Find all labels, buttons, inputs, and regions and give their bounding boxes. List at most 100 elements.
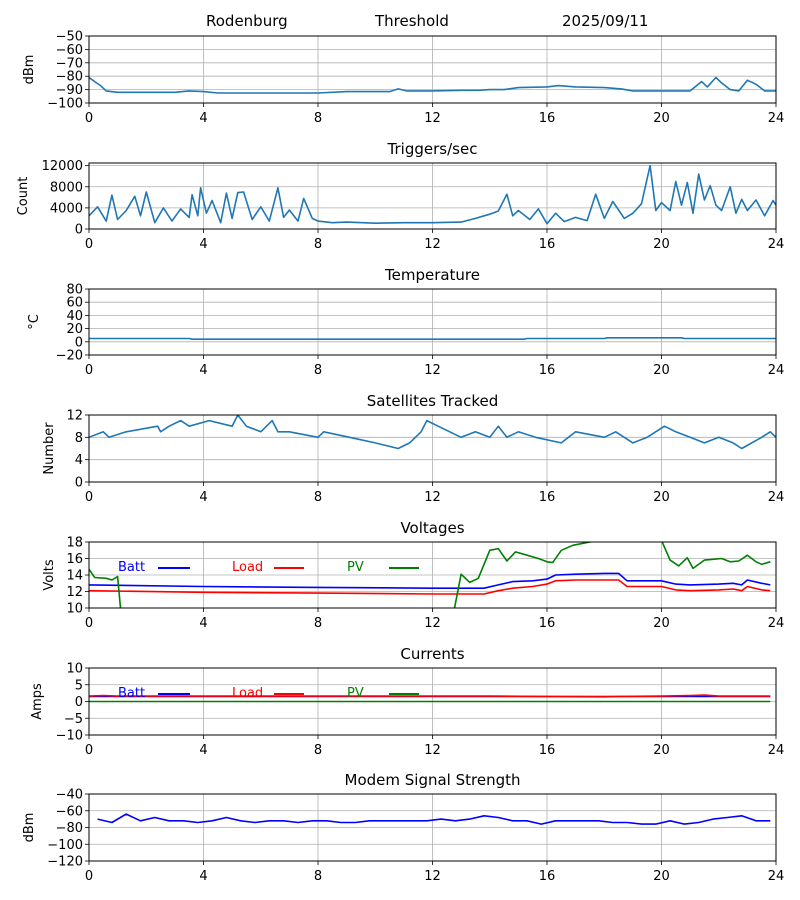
x-tick-label: 20 xyxy=(653,616,670,631)
x-tick-label: 20 xyxy=(653,111,670,126)
y-tick-label: 60 xyxy=(66,296,83,311)
mode-label: Threshold xyxy=(375,12,449,30)
y-tick-label: 40 xyxy=(66,309,83,324)
chart-title: Modem Signal Strength xyxy=(345,771,521,789)
x-tick-label: 24 xyxy=(768,363,785,378)
y-tick-label: −80 xyxy=(56,70,83,85)
x-tick-label: 4 xyxy=(199,111,207,126)
y-tick-label: −5 xyxy=(64,712,83,727)
x-tick-label: 24 xyxy=(768,869,785,884)
y-axis-label: Volts xyxy=(42,559,57,591)
series-line-pv xyxy=(89,542,771,608)
panel-currents: 0 4 8 12 16 20 24 −10 −5 0 510 Currents Amps Batt Load… xyxy=(30,645,784,758)
x-tick-label: 24 xyxy=(768,237,785,252)
y-tick-label: 4 xyxy=(75,453,83,468)
x-tick-label: 0 xyxy=(85,743,93,758)
legend-label: Batt xyxy=(118,686,145,701)
y-tick-label: −10 xyxy=(56,729,83,744)
x-tick-label: 12 xyxy=(424,111,441,126)
chart-title: Voltages xyxy=(400,519,464,537)
x-tick-label: 4 xyxy=(199,363,207,378)
x-tick-label: 8 xyxy=(314,237,322,252)
y-tick-label: 0 xyxy=(75,223,83,238)
y-axis-label: °C xyxy=(27,314,42,330)
series-line-temperature xyxy=(89,336,776,341)
y-tick-label: −100 xyxy=(47,97,83,112)
x-tick-label: 16 xyxy=(539,111,556,126)
y-tick-label: 10 xyxy=(66,662,83,677)
series-line-load xyxy=(89,694,771,698)
y-axis-label: Amps xyxy=(30,683,45,720)
y-tick-label: −40 xyxy=(56,788,83,803)
panel-modem: 0 4 8 12 16 20 24 −120 −100 −80 −60−40 Modem Signal… xyxy=(22,771,784,884)
y-tick-label: 8000 xyxy=(50,180,83,195)
y-axis-label: Number xyxy=(42,422,57,475)
y-tick-label: −120 xyxy=(47,855,83,870)
y-tick-label: 4000 xyxy=(50,201,83,216)
chart-title: Currents xyxy=(400,645,464,663)
station-name: Rodenburg xyxy=(206,12,288,30)
x-tick-label: 12 xyxy=(424,616,441,631)
y-axis-label: dBm xyxy=(22,55,37,85)
y-tick-label: 8 xyxy=(75,431,83,446)
x-tick-label: 24 xyxy=(768,616,785,631)
x-tick-label: 0 xyxy=(85,616,93,631)
x-tick-label: 4 xyxy=(199,743,207,758)
x-tick-label: 8 xyxy=(314,743,322,758)
y-tick-label: 12000 xyxy=(42,159,83,174)
y-tick-label: 5 xyxy=(75,678,83,693)
y-tick-label: −80 xyxy=(56,821,83,836)
x-tick-label: 16 xyxy=(539,616,556,631)
x-tick-label: 4 xyxy=(199,616,207,631)
x-tick-label: 16 xyxy=(539,363,556,378)
x-tick-label: 0 xyxy=(85,869,93,884)
x-tick-label: 24 xyxy=(768,743,785,758)
x-tick-label: 8 xyxy=(314,111,322,126)
y-axis-label: dBm xyxy=(22,813,37,843)
y-tick-label: 14 xyxy=(66,569,83,584)
x-tick-label: 16 xyxy=(539,743,556,758)
chart-title: Temperature xyxy=(384,266,480,284)
x-tick-label: 8 xyxy=(314,363,322,378)
x-tick-label: 8 xyxy=(314,616,322,631)
series-line-modem xyxy=(97,813,771,825)
x-tick-label: 24 xyxy=(768,490,785,505)
chart-title: Triggers/sec xyxy=(387,140,478,158)
legend-label: PV xyxy=(347,560,364,575)
x-tick-label: 12 xyxy=(424,869,441,884)
x-tick-label: 8 xyxy=(314,869,322,884)
panel-threshold: 0 4 8 12 16 20 24 −100−90−80−70−60−50 dBm xyxy=(22,30,784,127)
x-tick-label: 24 xyxy=(768,111,785,126)
x-tick-label: 20 xyxy=(653,490,670,505)
x-tick-label: 16 xyxy=(539,237,556,252)
y-tick-label: 0 xyxy=(75,335,83,350)
x-tick-label: 20 xyxy=(653,363,670,378)
x-tick-label: 20 xyxy=(653,869,670,884)
date-label: 2025/09/11 xyxy=(562,12,649,30)
series-line-threshold xyxy=(89,76,776,94)
y-tick-label: −90 xyxy=(56,83,83,98)
legend-label: PV xyxy=(347,686,364,701)
legend-label: Batt xyxy=(118,560,145,575)
x-tick-label: 0 xyxy=(85,237,93,252)
y-tick-label: −20 xyxy=(56,349,83,364)
x-tick-label: 20 xyxy=(653,237,670,252)
legend-label: Load xyxy=(232,560,263,575)
y-tick-label: 16 xyxy=(66,552,83,567)
y-tick-label: −100 xyxy=(47,838,83,853)
y-tick-label: 12 xyxy=(66,409,83,424)
y-tick-label: 18 xyxy=(66,536,83,551)
x-tick-label: 0 xyxy=(85,111,93,126)
chart-title: Satellites Tracked xyxy=(367,392,498,410)
series-line-load xyxy=(89,579,771,595)
y-tick-label: 80 xyxy=(66,283,83,298)
x-tick-label: 0 xyxy=(85,490,93,505)
y-tick-label: −50 xyxy=(56,30,83,45)
panel-satellites: 0 4 8 12 16 20 24 0 4 8 12 Satellites Tracked Number xyxy=(42,392,784,505)
y-tick-label: 10 xyxy=(66,602,83,617)
x-tick-label: 8 xyxy=(314,490,322,505)
y-tick-label: −70 xyxy=(56,56,83,71)
